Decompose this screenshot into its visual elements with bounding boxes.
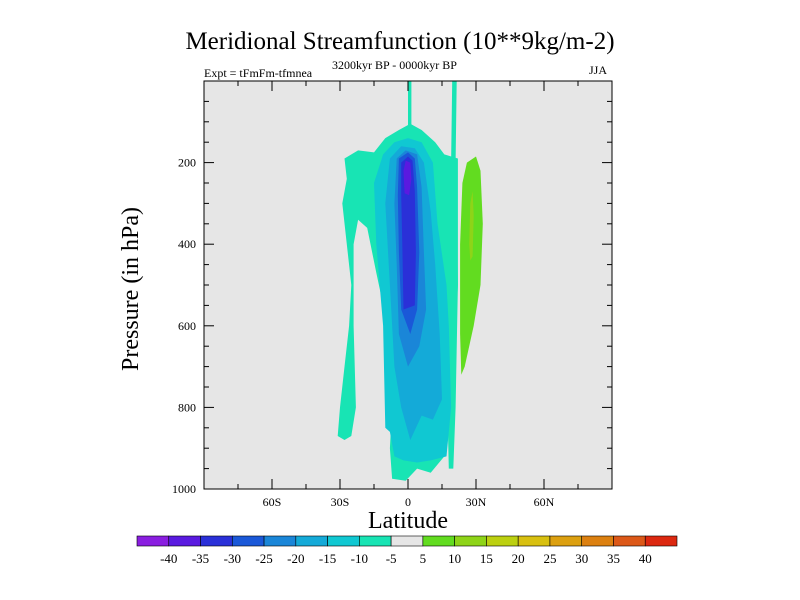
contour-cell-minus30: [401, 156, 416, 310]
experiment-label: Expt = tFmFm-tfmnea: [204, 66, 313, 80]
y-tick-label: 800: [178, 400, 196, 414]
colorbar-swatch: [231, 535, 265, 547]
x-tick-label: 60S: [263, 495, 282, 509]
colorbar-swatch: [422, 535, 455, 547]
colorbar-label: 15: [480, 551, 493, 566]
season-label: JJA: [589, 63, 608, 77]
colorbar-swatch: [390, 535, 424, 547]
colorbar-label: -15: [319, 551, 336, 566]
colorbar-label: 25: [543, 551, 556, 566]
colorbar-swatch: [168, 535, 201, 547]
colorbar-swatch: [549, 535, 583, 547]
colorbar-swatch: [359, 535, 392, 547]
colorbar-label: -30: [224, 551, 241, 566]
x-axis-label: Latitude: [368, 508, 448, 534]
contour-regions: [337, 81, 483, 481]
colorbar-label: -20: [287, 551, 304, 566]
colorbar-swatch: [517, 535, 551, 547]
x-tick-label: 0: [405, 495, 411, 509]
colorbar-label: 20: [512, 551, 525, 566]
colorbar-label: -40: [160, 551, 177, 566]
colorbar-label: 35: [607, 551, 620, 566]
chart-title: Meridional Streamfunction (10**9kg/m-2): [185, 28, 615, 55]
period-label: 3200kyr BP - 0000kyr BP: [332, 58, 457, 72]
colorbar-label: -5: [386, 551, 397, 566]
contour-cell-minus35: [403, 160, 412, 196]
x-tick-label: 30N: [466, 495, 487, 509]
y-tick-label: 600: [178, 319, 196, 333]
colorbar-swatch: [200, 535, 233, 547]
contour-cell-minus5-upper-stem: [408, 81, 412, 130]
x-tick-label: 30S: [331, 495, 350, 509]
y-tick-label: 1000: [172, 482, 196, 496]
colorbar-swatch: [295, 535, 328, 547]
colorbar-swatch: [136, 535, 170, 547]
y-axis-label: Pressure (in hPa): [118, 207, 144, 371]
colorbar-swatch: [613, 535, 646, 547]
colorbar-swatch: [263, 535, 297, 547]
colorbar: -40 -35 -30 -25 -20 -15 -10 -5 5 10 15 20 25 30 35 40: [136, 535, 678, 566]
contour-cell-plus10: [469, 191, 474, 261]
x-tick-label: 60N: [534, 495, 555, 509]
colorbar-label: 5: [420, 551, 427, 566]
colorbar-label: 40: [639, 551, 652, 566]
y-tick-label: 200: [178, 156, 196, 170]
colorbar-swatch: [581, 535, 614, 547]
colorbar-label: -35: [192, 551, 209, 566]
colorbar-swatch: [486, 535, 519, 547]
y-tick-label: 400: [178, 237, 196, 251]
colorbar-label: 30: [575, 551, 588, 566]
colorbar-label: 10: [448, 551, 461, 566]
colorbar-swatch: [327, 535, 360, 547]
colorbar-label: -10: [351, 551, 368, 566]
axis-ticks: 60S 30S 0 30N 60N 200 400 600 800 1000: [172, 81, 612, 509]
contour-cell-plus5: [460, 156, 483, 375]
colorbar-swatch: [454, 535, 487, 547]
colorbar-swatch: [644, 535, 678, 547]
colorbar-label: -25: [255, 551, 272, 566]
